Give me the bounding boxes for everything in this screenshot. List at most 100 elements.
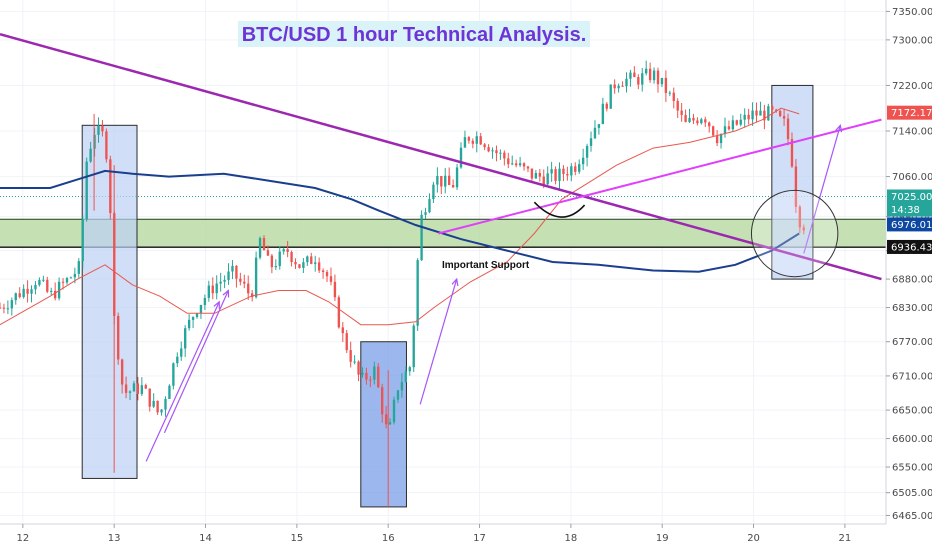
candle-body — [767, 106, 770, 121]
candle-body — [294, 262, 297, 265]
ma-blue-line — [0, 169, 800, 273]
candle-body — [50, 290, 53, 292]
price-tag-label: 6976.01 — [891, 220, 932, 231]
candle-body — [479, 136, 482, 145]
candle-body — [463, 137, 467, 148]
candle-body — [302, 262, 305, 268]
candle-body — [211, 285, 214, 294]
candle-body — [388, 422, 392, 425]
candle-body — [802, 227, 805, 231]
candle-body — [495, 150, 498, 154]
candle-body — [534, 172, 538, 179]
time-axis[interactable]: 12 13 14 15 16 17 18 19 20 21 — [0, 523, 886, 544]
candle-body — [747, 114, 750, 120]
candle-body — [341, 327, 344, 334]
candle-body — [546, 173, 549, 185]
downtrend-line — [0, 32, 882, 281]
candle-body — [239, 278, 242, 282]
candle-body — [22, 288, 25, 298]
price-tick-label: 7300.00 — [892, 35, 932, 46]
plot-area — [0, 0, 886, 524]
candle-body — [270, 255, 274, 268]
candle-body — [609, 84, 612, 109]
candle-body — [432, 184, 435, 200]
candle-body — [755, 110, 758, 116]
candle-body — [164, 398, 167, 410]
candle-body — [731, 120, 735, 130]
candle-body — [373, 366, 376, 380]
candle-body — [349, 350, 352, 362]
price-tick-label: 6830.00 — [892, 303, 932, 314]
candle-body — [700, 119, 703, 124]
candle-body — [117, 315, 120, 360]
price-tick-label: 6650.00 — [892, 406, 932, 417]
candle-body — [440, 176, 443, 187]
price-tick-label: 7060.00 — [892, 172, 932, 183]
candle-body — [692, 117, 695, 121]
candle-body — [365, 372, 368, 380]
candle-body — [597, 124, 601, 128]
candle-body — [554, 169, 557, 181]
trend-arrow — [419, 278, 458, 405]
candlesticks — [0, 60, 805, 507]
candle-body — [444, 175, 447, 187]
candle-body — [668, 92, 672, 94]
trend-arrow — [163, 290, 229, 434]
candle-body — [353, 361, 356, 363]
price-tag-label: 7172.17 — [891, 108, 932, 119]
arrow-head — [835, 123, 843, 133]
candle-body — [132, 383, 136, 392]
time-tick-label: 14 — [199, 533, 212, 544]
candle-body — [176, 356, 179, 364]
candle-body — [447, 175, 451, 185]
candle-body — [317, 262, 321, 271]
price-tick-label: 6465.00 — [892, 511, 932, 522]
candle-body — [396, 390, 400, 400]
candle-body — [696, 120, 699, 124]
candle-body — [57, 281, 61, 299]
candle-body — [14, 293, 17, 301]
time-tick-label: 12 — [16, 533, 29, 544]
candle-body — [81, 219, 84, 262]
candle-body — [542, 176, 545, 185]
candle-body — [254, 257, 258, 298]
candle-body — [337, 297, 341, 328]
candle-body — [684, 114, 687, 122]
candle-body — [286, 249, 289, 253]
candle-body — [652, 70, 656, 81]
price-axis[interactable]: 7350.007300.007220.007140.007060.006990.… — [885, 0, 932, 550]
candle-body — [290, 252, 293, 263]
candle-body — [124, 384, 128, 393]
candle-body — [562, 168, 565, 175]
candle-body — [581, 157, 585, 165]
annotations — [145, 123, 843, 462]
price-tick-label: 7350.00 — [892, 7, 932, 18]
candle-body — [160, 409, 163, 413]
candle-body — [207, 285, 211, 298]
arrow-head — [451, 277, 459, 287]
candle-body — [262, 238, 266, 251]
candle-body — [34, 284, 37, 290]
candle-body — [172, 363, 175, 386]
candle-body — [664, 77, 668, 93]
price-tag — [887, 202, 932, 217]
candle-body — [77, 261, 80, 274]
candle-body — [593, 127, 597, 139]
candle-body — [321, 270, 325, 273]
time-tick-label: 13 — [108, 533, 121, 544]
candle-body — [333, 281, 337, 298]
candle-body — [101, 125, 104, 132]
candle-body — [708, 122, 711, 127]
candle-body — [589, 138, 593, 146]
candle-body — [195, 313, 199, 318]
candle-body — [203, 297, 207, 305]
candle-body — [306, 256, 309, 263]
candle-body — [46, 279, 49, 292]
candle-body — [585, 145, 589, 158]
candle-body — [85, 161, 88, 220]
candle-body — [786, 118, 790, 140]
candle-body — [629, 72, 632, 79]
candle-body — [775, 109, 778, 111]
gridlines — [0, 0, 886, 524]
candle-body — [274, 266, 277, 268]
